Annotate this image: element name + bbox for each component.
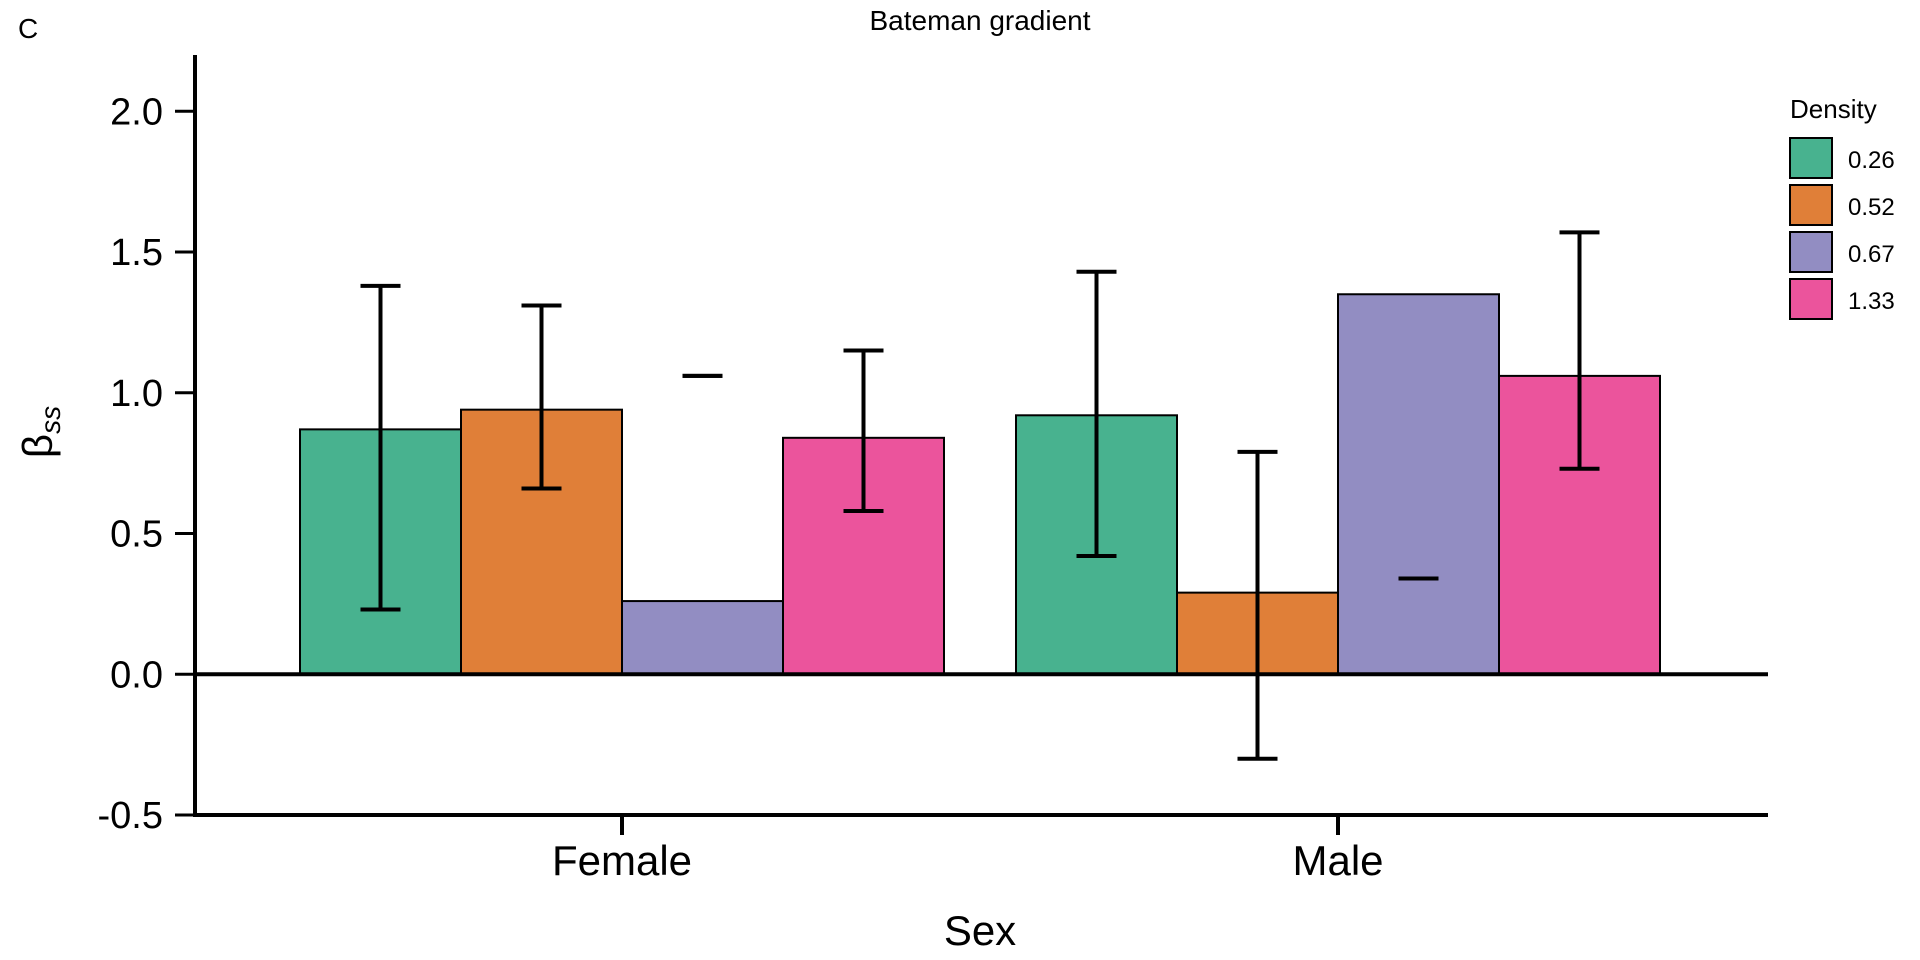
legend-label: 0.67 <box>1848 241 1895 268</box>
y-axis-title: βss <box>14 406 66 458</box>
legend-swatch <box>1789 231 1833 273</box>
errorbar-male-1_33 <box>1559 230 1600 471</box>
errorbar-female-0_26 <box>360 283 401 612</box>
x-axis-ticks: Female Male <box>552 815 1384 884</box>
bar-male-0_67 <box>1337 293 1500 676</box>
x-axis-title: Sex <box>944 907 1016 954</box>
legend-item: 1.33 <box>1789 278 1895 320</box>
legend-label: 0.52 <box>1848 194 1895 221</box>
y-tick-label: -0.5 <box>98 795 163 837</box>
legend-label: 0.26 <box>1848 147 1895 174</box>
y-tick-label: 1.0 <box>110 373 163 415</box>
errorbar-male-0_52 <box>1237 449 1278 761</box>
x-tick-label: Male <box>1292 837 1383 884</box>
y-axis-title-sub: ss <box>35 406 66 434</box>
panel-label: C <box>18 13 38 44</box>
legend: Density 0.26 0.52 0.67 1.33 <box>1789 94 1895 320</box>
errorbar-male-0_26 <box>1076 269 1117 559</box>
errorbar-female-1_33 <box>843 348 884 513</box>
y-tick-label: 0.5 <box>110 514 163 556</box>
bar-female-0_67 <box>621 600 784 676</box>
chart-title: Bateman gradient <box>869 5 1090 36</box>
legend-swatch <box>1789 137 1833 179</box>
y-tick-label: 1.5 <box>110 232 163 274</box>
errorbar-female-0_52 <box>521 303 562 491</box>
legend-item: 0.26 <box>1789 137 1895 179</box>
errorbars-layer <box>360 230 1600 761</box>
legend-label: 1.33 <box>1848 288 1895 315</box>
y-tick-label: 2.0 <box>110 91 163 133</box>
legend-swatch <box>1789 184 1833 226</box>
legend-item: 0.52 <box>1789 184 1895 226</box>
x-tick-label: Female <box>552 837 692 884</box>
y-axis-title-main: β <box>14 434 61 458</box>
y-axis-ticks: 2.0 1.5 1.0 0.5 0.0 -0.5 <box>98 91 195 837</box>
y-tick-label: 0.0 <box>110 654 163 696</box>
legend-item: 0.67 <box>1789 231 1895 273</box>
bars-layer <box>299 293 1661 676</box>
legend-title: Density <box>1790 94 1877 124</box>
legend-swatch <box>1789 278 1833 320</box>
